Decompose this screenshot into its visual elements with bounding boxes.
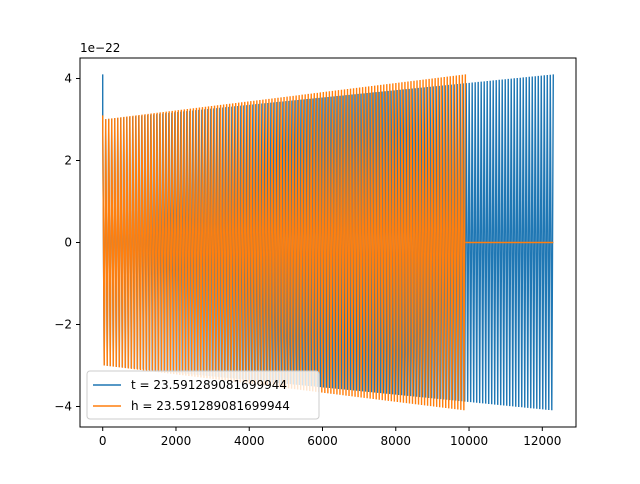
x-axis: 0 2000 4000 6000 8000 10000 12000 bbox=[99, 427, 561, 448]
x-tick-label: 10000 bbox=[450, 434, 488, 448]
y-tick-label: 2 bbox=[64, 154, 72, 168]
legend-box bbox=[86, 370, 320, 420]
y-tick-label: −4 bbox=[54, 400, 72, 414]
x-tick-label: 4000 bbox=[234, 434, 265, 448]
y-offset-label: 1e−22 bbox=[80, 41, 120, 55]
legend-label-t: t = 23.591289081699944 bbox=[131, 378, 287, 392]
legend-label-h: h = 23.591289081699944 bbox=[131, 399, 290, 413]
y-axis: −4 −2 0 2 4 bbox=[54, 72, 80, 414]
x-tick-label: 0 bbox=[99, 434, 107, 448]
x-tick-label: 6000 bbox=[307, 434, 338, 448]
x-tick-label: 8000 bbox=[380, 434, 411, 448]
y-tick-label: 4 bbox=[64, 72, 72, 86]
series-line-1 bbox=[102, 74, 467, 411]
y-tick-label: −2 bbox=[54, 318, 72, 332]
x-tick-label: 2000 bbox=[161, 434, 192, 448]
x-tick-label: 12000 bbox=[523, 434, 561, 448]
plot-area bbox=[102, 74, 554, 411]
y-tick-label: 0 bbox=[64, 236, 72, 250]
legend: t = 23.591289081699944 h = 23.5912890816… bbox=[86, 370, 320, 420]
